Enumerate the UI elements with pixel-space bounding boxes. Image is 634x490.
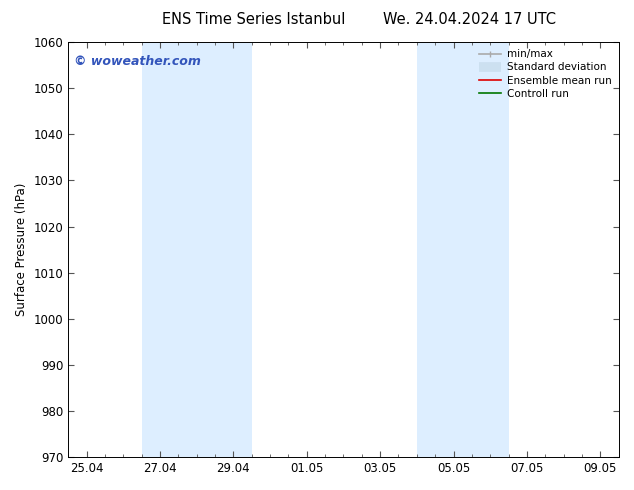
Bar (417, 42, 508, 457)
Text: ENS Time Series Istanbul: ENS Time Series Istanbul (162, 12, 346, 27)
Legend: min/max, Standard deviation, Ensemble mean run, Controll run: min/max, Standard deviation, Ensemble me… (474, 45, 616, 103)
Y-axis label: Surface Pressure (hPa): Surface Pressure (hPa) (15, 183, 28, 316)
Text: © woweather.com: © woweather.com (74, 54, 200, 68)
Text: We. 24.04.2024 17 UTC: We. 24.04.2024 17 UTC (383, 12, 555, 27)
Bar (141, 42, 252, 457)
